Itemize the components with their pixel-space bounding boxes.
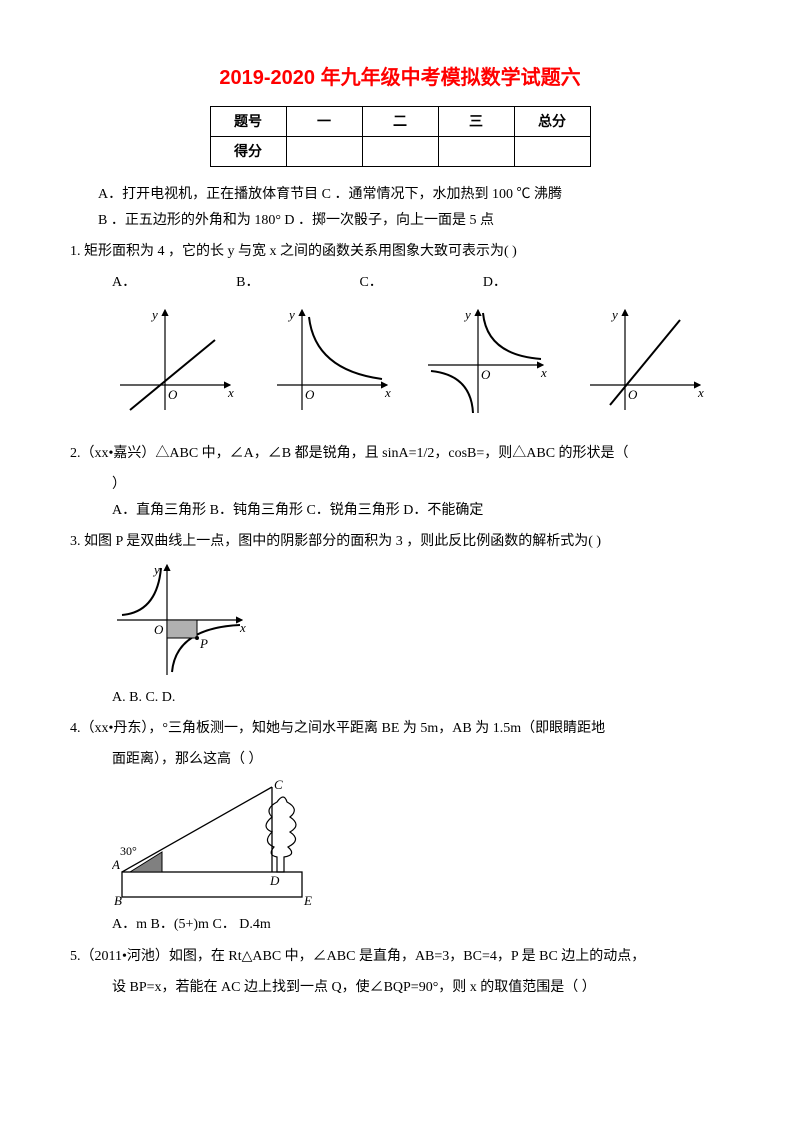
svg-text:y: y	[287, 307, 295, 322]
svg-text:y: y	[463, 307, 471, 322]
q1-graphs: x y O x y O x y O	[70, 295, 730, 435]
svg-text:y: y	[152, 562, 160, 577]
q3-figure-icon: x y O P	[112, 560, 252, 680]
svg-text:x: x	[540, 365, 547, 380]
q4-figure-icon: B E A 30° D C	[112, 777, 342, 907]
q1-stem: 1. 矩形面积为 4 ，它的长 y 与宽 x 之间的函数关系用图象大致可表示为(…	[70, 239, 730, 264]
row-score-label: 得分	[210, 137, 286, 167]
q3-opts: A. B. C. D.	[70, 685, 730, 710]
q2-stem2: ）	[70, 472, 730, 497]
svg-text:x: x	[697, 385, 704, 400]
q3-stem: 3. 如图 P 是双曲线上一点，图中的阴影部分的面积为 3 ，则此反比例函数的解…	[70, 529, 730, 554]
svg-text:B: B	[114, 893, 122, 907]
th-3: 三	[438, 107, 514, 137]
q1-opt-a: A．	[112, 270, 136, 295]
score-cell-2	[362, 137, 438, 167]
q4-stem2: 面距离），那么这高（ ）	[70, 747, 730, 772]
q1-opt-d: D．	[483, 270, 507, 295]
q4-stem: 4.（xx•丹东），°三角板测一，知她与之间水平距离 BE 为 5m，AB 为 …	[70, 716, 730, 741]
th-total: 总分	[514, 107, 590, 137]
th-1: 一	[286, 107, 362, 137]
page-title: 2019-2020 年九年级中考模拟数学试题六	[70, 60, 730, 96]
svg-text:O: O	[305, 387, 315, 402]
q1-opt-c: C．	[359, 270, 382, 295]
q2-opts: A．直角三角形 B．钝角三角形 C．锐角三角形 D．不能确定	[70, 498, 730, 523]
pre-line-b: B ．正五边形的外角和为 180° D ．掷一次骰子，向上一面是 5 点	[70, 208, 730, 233]
graph-d-icon: x y O	[580, 305, 710, 415]
svg-text:O: O	[481, 367, 491, 382]
svg-text:y: y	[610, 307, 618, 322]
svg-text:P: P	[199, 636, 208, 651]
q1-opt-b: B．	[236, 270, 259, 295]
svg-text:O: O	[628, 387, 638, 402]
graph-a-icon: x y O	[110, 305, 240, 415]
th-2: 二	[362, 107, 438, 137]
svg-text:O: O	[168, 387, 178, 402]
svg-text:C: C	[274, 777, 283, 792]
svg-text:x: x	[239, 620, 246, 635]
svg-text:x: x	[384, 385, 391, 400]
svg-text:30°: 30°	[120, 844, 137, 858]
score-cell-1	[286, 137, 362, 167]
svg-text:A: A	[112, 857, 120, 872]
q5-stem: 5.（2011•河池）如图，在 Rt△ABC 中，∠ABC 是直角，AB=3，B…	[70, 944, 730, 969]
svg-text:y: y	[150, 307, 158, 322]
q2-stem: 2.（xx•嘉兴）△ABC 中，∠A，∠B 都是锐角，且 sinA=1/2，co…	[70, 441, 730, 466]
th-label: 题号	[210, 107, 286, 137]
score-table: 题号 一 二 三 总分 得分	[210, 106, 591, 167]
svg-text:O: O	[154, 622, 164, 637]
pre-line-a: A．打开电视机，正在播放体育节目 C ．通常情况下，水加热到 100 ℃ 沸腾	[70, 182, 730, 207]
q4-opts: A．m B．(5+)m C． D.4m	[70, 912, 730, 937]
graph-b-icon: x y O	[267, 305, 397, 415]
graph-c-icon: x y O	[423, 305, 553, 415]
svg-text:x: x	[227, 385, 234, 400]
score-cell-total	[514, 137, 590, 167]
svg-text:D: D	[269, 873, 280, 888]
svg-text:E: E	[303, 893, 312, 907]
score-cell-3	[438, 137, 514, 167]
q5-stem2: 设 BP=x，若能在 AC 边上找到一点 Q，使∠BQP=90°，则 x 的取值…	[70, 975, 730, 1000]
